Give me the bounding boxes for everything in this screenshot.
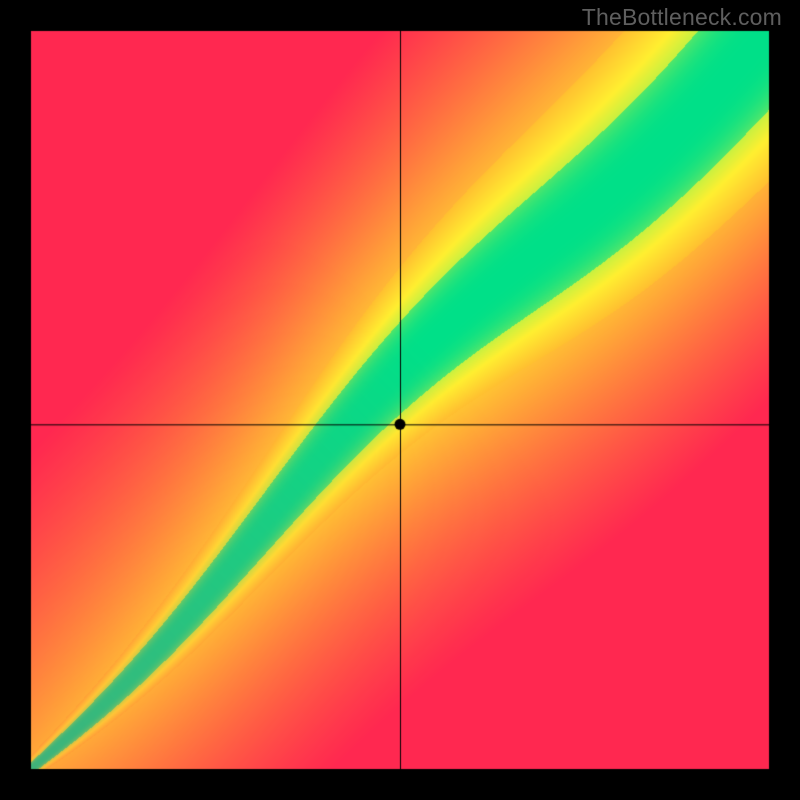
bottleneck-heatmap (0, 0, 800, 800)
watermark-text: TheBottleneck.com (582, 4, 782, 31)
chart-container: TheBottleneck.com (0, 0, 800, 800)
